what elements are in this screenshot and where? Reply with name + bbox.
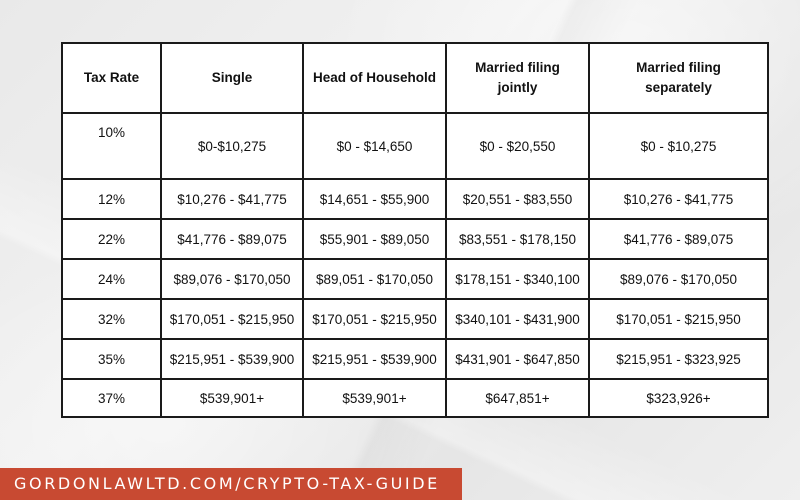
table-row: 37% $539,901+ $539,901+ $647,851+ $323,9… (61, 378, 769, 418)
header-tax-rate: Tax Rate (61, 42, 162, 114)
single-cell: $0-$10,275 (160, 112, 304, 180)
header-married-separately: Married filing separately (588, 42, 769, 114)
single-cell: $170,051 - $215,950 (160, 298, 304, 340)
table-row: 22% $41,776 - $89,075 $55,901 - $89,050 … (61, 218, 769, 260)
header-single: Single (160, 42, 304, 114)
married-separately-cell: $170,051 - $215,950 (588, 298, 769, 340)
table-header-row: Tax Rate Single Head of Household Marrie… (61, 42, 769, 114)
rate-cell: 12% (61, 178, 162, 220)
rate-cell: 22% (61, 218, 162, 260)
rate-cell: 24% (61, 258, 162, 300)
tax-bracket-table: Tax Rate Single Head of Household Marrie… (61, 42, 769, 418)
head-of-household-cell: $0 - $14,650 (302, 112, 447, 180)
single-cell: $89,076 - $170,050 (160, 258, 304, 300)
married-jointly-cell: $20,551 - $83,550 (445, 178, 590, 220)
header-married-jointly: Married filing jointly (445, 42, 590, 114)
head-of-household-cell: $89,051 - $170,050 (302, 258, 447, 300)
rate-cell: 32% (61, 298, 162, 340)
rate-cell: 10% (61, 112, 162, 180)
table-row: 10% $0-$10,275 $0 - $14,650 $0 - $20,550… (61, 112, 769, 180)
married-jointly-cell: $647,851+ (445, 378, 590, 418)
head-of-household-cell: $539,901+ (302, 378, 447, 418)
table-row: 32% $170,051 - $215,950 $170,051 - $215,… (61, 298, 769, 340)
married-separately-cell: $41,776 - $89,075 (588, 218, 769, 260)
married-separately-cell: $323,926+ (588, 378, 769, 418)
table-row: 24% $89,076 - $170,050 $89,051 - $170,05… (61, 258, 769, 300)
single-cell: $10,276 - $41,775 (160, 178, 304, 220)
married-separately-cell: $10,276 - $41,775 (588, 178, 769, 220)
married-separately-cell: $215,951 - $323,925 (588, 338, 769, 380)
header-head-of-household: Head of Household (302, 42, 447, 114)
married-jointly-cell: $83,551 - $178,150 (445, 218, 590, 260)
single-cell: $215,951 - $539,900 (160, 338, 304, 380)
married-separately-cell: $0 - $10,275 (588, 112, 769, 180)
rate-cell: 35% (61, 338, 162, 380)
married-jointly-cell: $178,151 - $340,100 (445, 258, 590, 300)
head-of-household-cell: $170,051 - $215,950 (302, 298, 447, 340)
url-banner: GORDONLAWLTD.COM/CRYPTO-TAX-GUIDE (0, 468, 462, 500)
married-jointly-cell: $340,101 - $431,900 (445, 298, 590, 340)
head-of-household-cell: $55,901 - $89,050 (302, 218, 447, 260)
table-row: 12% $10,276 - $41,775 $14,651 - $55,900 … (61, 178, 769, 220)
single-cell: $41,776 - $89,075 (160, 218, 304, 260)
rate-cell: 37% (61, 378, 162, 418)
married-separately-cell: $89,076 - $170,050 (588, 258, 769, 300)
married-jointly-cell: $0 - $20,550 (445, 112, 590, 180)
head-of-household-cell: $215,951 - $539,900 (302, 338, 447, 380)
married-jointly-cell: $431,901 - $647,850 (445, 338, 590, 380)
head-of-household-cell: $14,651 - $55,900 (302, 178, 447, 220)
single-cell: $539,901+ (160, 378, 304, 418)
table-row: 35% $215,951 - $539,900 $215,951 - $539,… (61, 338, 769, 380)
